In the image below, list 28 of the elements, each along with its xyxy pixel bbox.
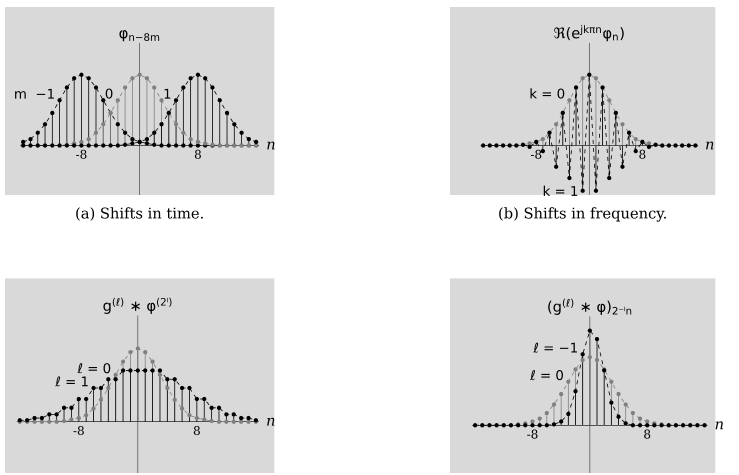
legend-title: m [15,91,26,99]
y-axis-title: g$^{(ℓ)}$ ∗ φ$^{(2ˡ)}$ [103,298,172,314]
series-label: k = 1 [544,186,578,196]
series-label: k = 0 [530,88,564,99]
x-axis-title: n [716,421,724,430]
series-label: ℓ = 0 [530,370,563,380]
y-axis-title: ℜ(e$^{jkπn}$φ$_{n}$) [554,25,624,42]
x-tick-label: 8 [194,426,200,436]
x-axis-title: n [706,142,714,150]
series-label: 0 [106,88,112,99]
x-tick-label: 8 [194,150,201,159]
y-axis-title: φ$_{n−8m}$ [119,30,160,42]
x-axis-title: n [267,142,275,150]
text: (a) Shifts in time. [76,207,203,221]
x-tick-label: 8 [639,150,646,159]
x-tick-label: -8 [527,430,538,439]
x-tick-label: 8 [644,430,650,439]
x-tick-label: -8 [530,150,542,159]
series-label: ℓ = −1 [533,342,577,353]
x-tick-label: -8 [76,150,86,159]
series-label: ℓ = 1 [55,376,88,386]
text: (b) Shifts in frequency. [499,207,666,222]
series-label: 1 [164,88,170,99]
x-tick-label: -8 [73,426,84,436]
x-axis-title: n [267,418,274,426]
series-label: −1 [36,88,54,99]
y-axis-title: (g$^{(ℓ)}$ ∗ φ)$_{2⁻ˡn}$ [548,298,632,315]
series-label: ℓ = 0 [77,363,110,374]
